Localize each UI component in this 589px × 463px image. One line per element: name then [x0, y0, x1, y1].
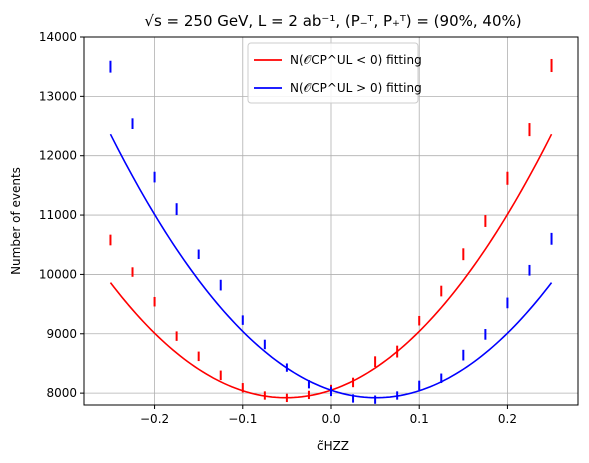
legend: N(𝒪CP^UL < 0) fitting N(𝒪CP^UL > 0) fitti… [247, 42, 422, 104]
chart-title: √s = 250 GeV, L = 2 ab⁻¹, (P₋ᵀ, P₊ᵀ) = (… [144, 12, 521, 30]
x-axis-label: c̃HZZ [317, 439, 349, 453]
legend-label-0: N(𝒪CP^UL < 0) fitting [290, 53, 422, 67]
x-tick-label: −0.2 [140, 412, 169, 426]
x-tick-label: 0.0 [321, 412, 340, 426]
y-tick-label: 10000 [39, 267, 77, 281]
y-tick-label: 9000 [46, 327, 77, 341]
y-tick-label: 13000 [39, 89, 77, 103]
y-axis-label: Number of events [9, 167, 23, 275]
x-axis-ticks: −0.2 −0.1 0.0 0.1 0.2 [140, 405, 517, 426]
data-points [109, 58, 553, 404]
y-tick-label: 11000 [39, 208, 77, 222]
y-axis-ticks: 8000 9000 10000 11000 12000 13000 14000 [39, 30, 84, 400]
x-tick-label: 0.1 [410, 412, 429, 426]
y-tick-label: 14000 [39, 30, 77, 44]
x-tick-label: 0.2 [498, 412, 517, 426]
x-tick-label: −0.1 [228, 412, 257, 426]
legend-label-1: N(𝒪CP^UL > 0) fitting [290, 81, 422, 95]
legend-box [247, 42, 419, 104]
y-tick-label: 8000 [46, 386, 77, 400]
y-tick-label: 12000 [39, 149, 77, 163]
